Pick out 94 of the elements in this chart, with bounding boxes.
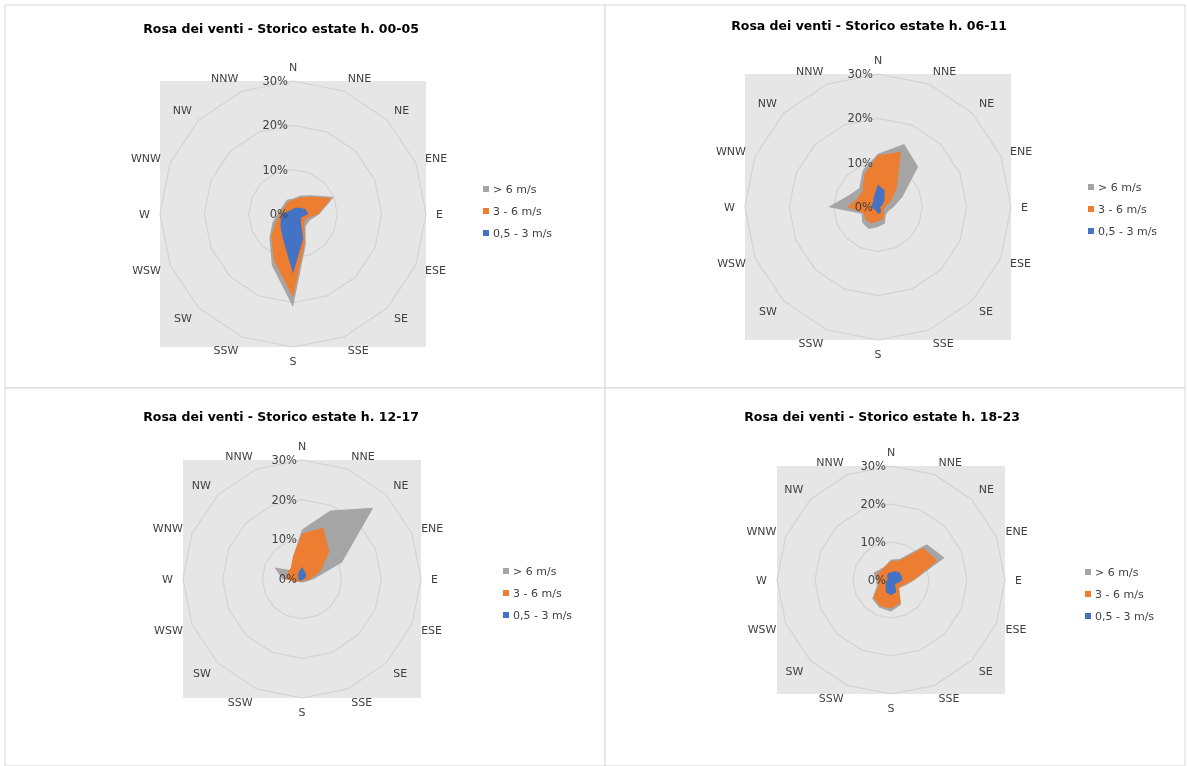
spoke-label: NNW: [795, 65, 824, 79]
spoke-label: WSW: [717, 257, 746, 271]
spoke-label: SW: [759, 304, 778, 318]
spoke-label: NE: [394, 104, 410, 118]
spoke-label: WNW: [130, 151, 162, 165]
spoke-label: E: [431, 573, 438, 586]
chart-title: Rosa dei venti - Storico estate h. 12-17: [143, 409, 419, 424]
spoke-label: ESE: [421, 623, 443, 637]
legend-label: 3 - 6 m/s: [493, 205, 542, 218]
spoke-label: SSE: [347, 343, 369, 357]
spoke-label: W: [139, 208, 151, 221]
spoke-label: NNE: [351, 450, 375, 464]
spoke-label: NW: [172, 104, 192, 118]
legend-label: 3 - 6 m/s: [513, 587, 562, 600]
spoke-label: SSW: [213, 343, 239, 357]
spoke-label: ESE: [1010, 257, 1032, 271]
y-tick-label: 30%: [847, 67, 874, 81]
legend-label: 3 - 6 m/s: [1095, 588, 1144, 601]
spoke-label: W: [724, 201, 736, 214]
spoke-label: NW: [757, 97, 777, 111]
spoke-label: N: [288, 61, 298, 74]
y-tick-label: 0%: [854, 200, 874, 214]
spoke-label: ESE: [425, 264, 447, 278]
spoke-label: N: [873, 54, 883, 67]
spoke-label: NW: [191, 478, 211, 492]
spoke-label: S: [289, 355, 297, 368]
y-tick-label: 20%: [262, 118, 289, 133]
spoke-label: NNE: [347, 72, 372, 86]
y-tick-label: 10%: [262, 162, 289, 177]
spoke-label: NW: [784, 483, 804, 497]
spoke-label: WNW: [152, 522, 183, 536]
spoke-label: SW: [174, 311, 193, 325]
y-tick-label: 10%: [271, 532, 298, 547]
spoke-label: SSE: [938, 692, 960, 706]
chart-title: Rosa dei venti - Storico estate h. 00-05: [143, 21, 419, 36]
spoke-label: N: [886, 446, 896, 459]
spoke-label: NE: [393, 478, 409, 492]
spoke-label: S: [298, 706, 306, 719]
spoke-label: W: [162, 573, 174, 586]
spoke-label: SSW: [227, 695, 253, 709]
spoke-label: SSE: [932, 336, 954, 350]
spoke-label: WNW: [715, 144, 747, 158]
spoke-label: S: [874, 348, 882, 361]
spoke-label: WSW: [154, 623, 183, 637]
spoke-label: SSW: [818, 692, 844, 706]
spoke-label: ENE: [421, 522, 444, 536]
spoke-label: SE: [394, 311, 409, 325]
spoke-label: ENE: [425, 151, 448, 165]
legend-label: 0,5 - 3 m/s: [513, 609, 573, 622]
spoke-label: NE: [979, 97, 995, 111]
spoke-label: NNE: [932, 65, 957, 79]
y-tick-label: 10%: [860, 535, 887, 549]
y-tick-label: 0%: [278, 572, 298, 586]
legend-label: > 6 m/s: [493, 183, 537, 196]
spoke-label: SSW: [798, 336, 824, 350]
y-tick-label: 30%: [860, 459, 887, 473]
spoke-label: E: [1015, 574, 1022, 587]
y-tick-label: 20%: [271, 492, 298, 507]
legend-label: > 6 m/s: [1098, 181, 1142, 194]
spoke-label: SW: [192, 667, 211, 681]
y-tick-label: 20%: [860, 497, 887, 511]
spoke-label: SE: [978, 664, 993, 678]
spoke-label: NNW: [210, 72, 239, 86]
spoke-label: SW: [785, 664, 804, 678]
spoke-label: NNW: [816, 455, 844, 469]
y-tick-label: 30%: [271, 453, 298, 467]
y-tick-label: 20%: [847, 111, 874, 126]
spoke-label: W: [756, 574, 768, 587]
spoke-label: NE: [978, 483, 994, 497]
spoke-label: NNE: [938, 455, 962, 469]
spoke-label: E: [1021, 201, 1028, 214]
legend-label: > 6 m/s: [1095, 566, 1139, 579]
spoke-label: SE: [979, 304, 994, 318]
spoke-label: NNW: [225, 450, 253, 464]
spoke-label: WSW: [132, 264, 161, 278]
spoke-label: ENE: [1005, 525, 1028, 539]
spoke-label: ENE: [1010, 144, 1033, 158]
legend-label: 0,5 - 3 m/s: [1098, 225, 1158, 238]
y-tick-label: 30%: [262, 74, 289, 88]
legend-label: 0,5 - 3 m/s: [493, 227, 553, 240]
spoke-label: E: [436, 208, 443, 221]
spoke-label: ESE: [1005, 622, 1027, 636]
legend-label: > 6 m/s: [513, 565, 557, 578]
chart-title: Rosa dei venti - Storico estate h. 18-23: [744, 409, 1020, 424]
spoke-label: S: [887, 702, 895, 715]
spoke-label: WNW: [746, 525, 777, 539]
spoke-label: N: [297, 440, 307, 453]
legend-label: 0,5 - 3 m/s: [1095, 610, 1155, 623]
y-tick-label: 10%: [847, 155, 874, 170]
spoke-label: SE: [393, 667, 408, 681]
chart-title: Rosa dei venti - Storico estate h. 06-11: [731, 18, 1007, 33]
spoke-label: SSE: [351, 695, 373, 709]
spoke-label: WSW: [747, 622, 777, 636]
legend-label: 3 - 6 m/s: [1098, 203, 1147, 216]
